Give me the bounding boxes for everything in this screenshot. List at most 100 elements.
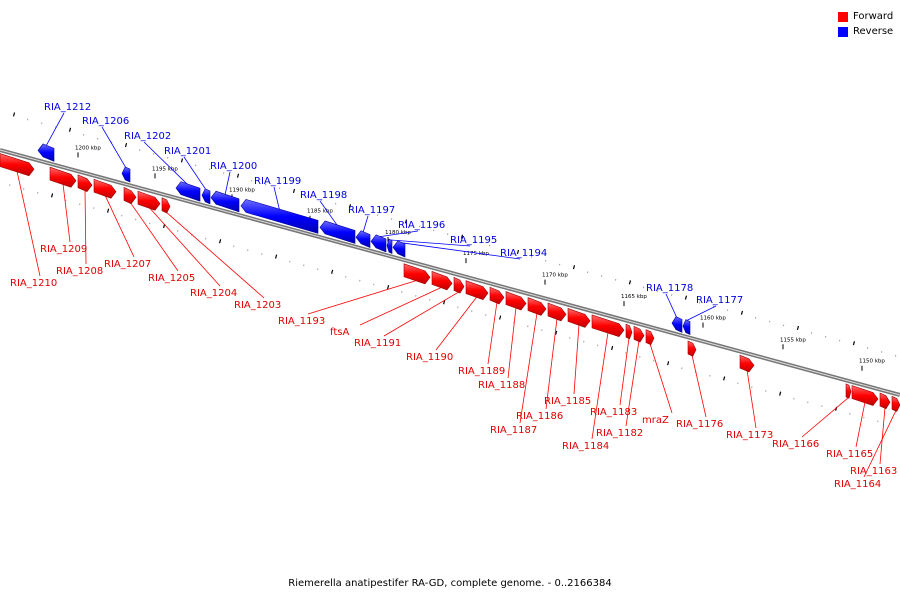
gene-ria-1210[interactable] [0, 153, 35, 177]
gc-dot [404, 219, 408, 224]
gene-ria-1200[interactable] [210, 190, 240, 213]
gc-dot [740, 310, 744, 315]
gc-dot [331, 269, 334, 274]
gene-ria-1178[interactable] [671, 316, 683, 333]
gene-ria-1189[interactable] [489, 286, 505, 305]
gene-mraz[interactable] [645, 329, 655, 346]
gene-label: RIA_1206 [82, 116, 129, 127]
scale-tick-label: 1150 kbp [859, 359, 885, 365]
legend: Forward Reverse [838, 9, 893, 39]
genome-caption: Riemerella anatipestifer RA-GD, complete… [288, 578, 612, 589]
gene-ria-1187[interactable] [527, 297, 547, 316]
gc-dot [387, 284, 390, 290]
legend-reverse: Reverse [838, 24, 893, 39]
gene-ria-1166[interactable] [845, 383, 852, 399]
gc-dot [275, 254, 278, 259]
gene-label: RIA_1208 [56, 266, 103, 277]
gene-ria-1208[interactable] [77, 174, 93, 193]
gene-ria-1207[interactable] [93, 178, 117, 199]
label-connector [143, 141, 189, 186]
gene-label: RIA_1212 [44, 102, 91, 113]
gc-dot [499, 315, 502, 320]
gene-label: RIA_1202 [124, 131, 171, 142]
gene-ria-1205[interactable] [123, 186, 137, 205]
gene-label: RIA_1209 [40, 244, 87, 255]
gc-dot [460, 234, 464, 239]
gene-label: RIA_1195 [450, 235, 497, 246]
gene-ria-1198[interactable] [319, 220, 356, 244]
gene-ria-1195[interactable] [386, 238, 393, 255]
gene-label: RIA_1204 [190, 288, 237, 299]
scale-tick-label: 1170 kbp [542, 273, 568, 279]
gc-dot [723, 376, 726, 381]
gene-label: RIA_1177 [696, 295, 743, 306]
gc-dot [667, 361, 670, 366]
label-connector [359, 286, 443, 326]
gene-ria-1196[interactable] [370, 234, 387, 253]
gene-ftsa[interactable] [431, 271, 453, 291]
gene-ria-1191[interactable] [453, 276, 465, 294]
gene-ria-1173[interactable] [739, 354, 755, 373]
forward-swatch [838, 11, 848, 22]
label-connector [16, 171, 41, 277]
scale-tick-label: 1195 kbp [152, 166, 178, 172]
label-connector [398, 242, 521, 260]
gene-ria-1204[interactable] [137, 190, 161, 211]
label-connector [362, 215, 369, 233]
legend-reverse-label: Reverse [853, 26, 894, 37]
gene-ria-1203[interactable] [161, 197, 171, 214]
gene-ria-1194[interactable] [392, 240, 406, 258]
gene-label: RIA_1197 [348, 205, 395, 216]
gene-ria-1193[interactable] [403, 263, 431, 285]
gene-label: RIA_1183 [590, 407, 637, 418]
gene-ria-1165[interactable] [851, 385, 879, 406]
gene-ria-1201[interactable] [201, 188, 211, 205]
gene-label: ftsA [330, 327, 349, 338]
label-connector [855, 401, 866, 448]
gene-ria-1209[interactable] [49, 166, 77, 188]
gc-dot [779, 391, 782, 396]
label-connector [84, 189, 87, 265]
gene-ria-1188[interactable] [505, 291, 527, 311]
gene-ria-1199[interactable] [240, 199, 319, 234]
gc-dot [348, 204, 352, 209]
gene-ria-1182[interactable] [633, 325, 645, 343]
gene-label: RIA_1210 [10, 278, 57, 289]
gene-label: RIA_1182 [596, 428, 643, 439]
gene-label: mraZ [642, 415, 669, 426]
gene-label: RIA_1189 [458, 366, 505, 377]
gene-ria-1206[interactable] [121, 166, 131, 183]
gene-label: RIA_1184 [562, 441, 609, 452]
gene-ria-1185[interactable] [567, 308, 591, 328]
label-connector [487, 302, 498, 365]
label-connector [435, 296, 478, 351]
gene-label: RIA_1194 [500, 248, 547, 259]
label-connector [519, 312, 538, 424]
gene-ria-1197[interactable] [355, 230, 371, 249]
gene-ria-1202[interactable] [175, 181, 201, 202]
gene-label: RIA_1178 [646, 283, 693, 294]
gene-label: RIA_1186 [516, 411, 563, 422]
gene-ria-1190[interactable] [465, 280, 489, 301]
label-connector [649, 343, 673, 414]
gene-label: RIA_1207 [104, 259, 151, 270]
gene-ria-1176[interactable] [687, 340, 697, 357]
gene-label: RIA_1203 [234, 300, 281, 311]
gene-ria-1177[interactable] [682, 319, 691, 336]
label-connector [148, 206, 221, 287]
gene-ria-1183[interactable] [625, 323, 633, 340]
gene-ria-1164[interactable] [891, 395, 900, 412]
label-connector [573, 324, 580, 395]
gene-label: RIA_1201 [164, 146, 211, 157]
gc-dots [9, 112, 897, 423]
label-connectors [16, 112, 897, 478]
gene-label: RIA_1166 [772, 439, 819, 450]
gc-dot [796, 325, 800, 331]
gene-ria-1212[interactable] [37, 143, 55, 162]
gene-ria-1163[interactable] [879, 392, 891, 410]
label-connector [307, 279, 418, 315]
gene-ria-1184[interactable] [591, 314, 625, 337]
label-connector [165, 211, 265, 299]
gene-ria-1186[interactable] [547, 302, 567, 322]
